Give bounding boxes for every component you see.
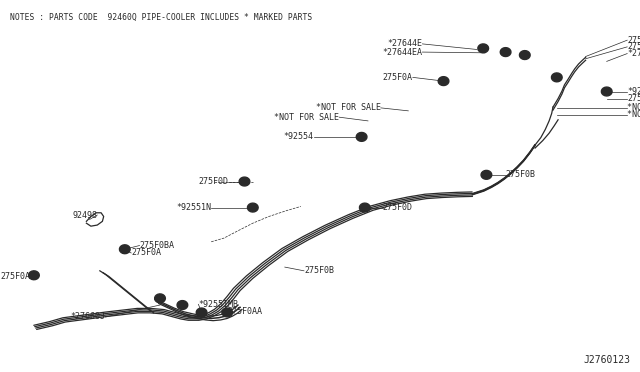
Polygon shape: [239, 177, 250, 186]
Text: *27644EA: *27644EA: [383, 48, 422, 57]
Text: 275F0B: 275F0B: [304, 266, 334, 275]
Text: *92554: *92554: [284, 132, 314, 141]
Text: *92550MB: *92550MB: [627, 87, 640, 96]
Text: 275F0BA: 275F0BA: [140, 241, 175, 250]
Polygon shape: [602, 87, 612, 96]
Polygon shape: [356, 132, 367, 141]
Text: *27644E: *27644E: [387, 39, 422, 48]
Text: 275F0A: 275F0A: [131, 248, 161, 257]
Polygon shape: [360, 203, 370, 212]
Polygon shape: [222, 308, 232, 317]
Text: *27660J: *27660J: [70, 312, 106, 321]
Polygon shape: [481, 170, 492, 179]
Polygon shape: [552, 73, 562, 82]
Text: 275F0B: 275F0B: [506, 170, 536, 179]
Text: *27660J: *27660J: [627, 49, 640, 58]
Polygon shape: [248, 203, 258, 212]
Text: J2760123: J2760123: [584, 355, 630, 365]
Polygon shape: [155, 294, 165, 303]
Text: 275F0B: 275F0B: [627, 94, 640, 103]
Text: 92498: 92498: [72, 211, 97, 219]
Text: 275F0A: 275F0A: [383, 73, 413, 82]
Text: NOTES : PARTS CODE  92460Q PIPE-COOLER INCLUDES * MARKED PARTS: NOTES : PARTS CODE 92460Q PIPE-COOLER IN…: [10, 13, 312, 22]
Text: 275F0D: 275F0D: [383, 203, 413, 212]
Polygon shape: [29, 271, 39, 280]
Polygon shape: [478, 44, 488, 53]
Polygon shape: [520, 51, 530, 60]
Text: 275F0D: 275F0D: [198, 177, 228, 186]
Text: *92551N: *92551N: [176, 203, 211, 212]
Text: *92551MB: *92551MB: [198, 300, 239, 309]
Polygon shape: [196, 308, 207, 317]
Polygon shape: [438, 77, 449, 86]
Polygon shape: [500, 48, 511, 57]
Text: 275F0AA: 275F0AA: [227, 307, 262, 316]
Text: *NOT FOR SALE: *NOT FOR SALE: [316, 103, 381, 112]
Text: *NOT FOR SALE: *NOT FOR SALE: [274, 113, 339, 122]
Text: *NOT FOR SALE: *NOT FOR SALE: [627, 110, 640, 119]
Polygon shape: [120, 245, 130, 254]
Text: 275F0F: 275F0F: [627, 36, 640, 45]
Text: 275F0A: 275F0A: [1, 272, 31, 280]
Text: *NOT FOR SALE: *NOT FOR SALE: [627, 103, 640, 112]
Polygon shape: [86, 213, 104, 226]
Polygon shape: [177, 301, 188, 310]
Text: 275F0F: 275F0F: [627, 42, 640, 51]
